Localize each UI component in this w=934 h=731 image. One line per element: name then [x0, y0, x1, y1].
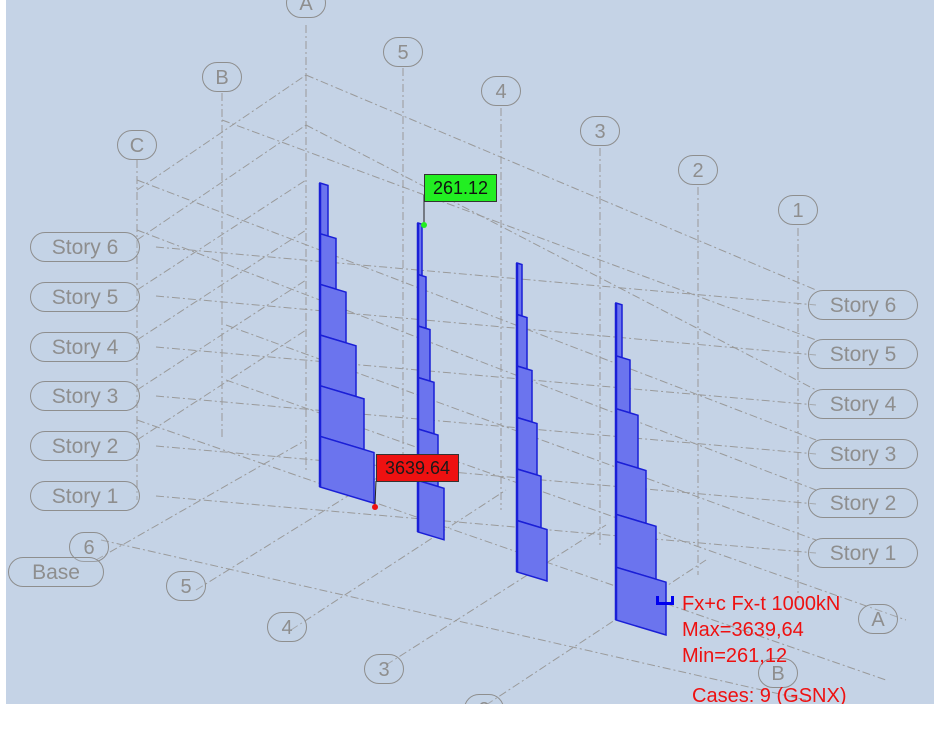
story-label-left-4[interactable]: Story 4 [30, 332, 140, 362]
legend-marker-icon [656, 596, 674, 605]
force-segment [516, 313, 528, 371]
force-segment [615, 354, 631, 414]
story-label-right-2[interactable]: Story 2 [808, 488, 918, 518]
grid-bubble-c-back[interactable]: C [117, 130, 157, 160]
force-bar-col-a[interactable] [318, 181, 375, 505]
legend-title: Fx+c Fx-t 1000kN [682, 593, 841, 615]
force-segment [516, 519, 548, 583]
story-label-left-3[interactable]: Story 3 [30, 381, 140, 411]
min-marker [421, 222, 427, 228]
force-segment [319, 283, 347, 344]
force-segment [319, 435, 375, 505]
legend-min: Min=261,12 [682, 645, 788, 667]
story-label-right-5[interactable]: Story 5 [808, 339, 918, 369]
grid-bubble-2-back[interactable]: 2 [678, 155, 718, 185]
story-label-left-2[interactable]: Story 2 [30, 431, 140, 461]
story-label-right-6[interactable]: Story 6 [808, 290, 918, 320]
structure-scene [95, 25, 907, 704]
force-diagram [318, 181, 667, 637]
min-value-tag: 261.12 [424, 174, 498, 202]
force-bar-col-b[interactable] [416, 221, 445, 541]
force-segment [516, 416, 538, 477]
force-segment [417, 376, 435, 435]
story-label-right-3[interactable]: Story 3 [808, 439, 918, 469]
legend-cases: Cases: 9 (GSNX) [692, 685, 847, 704]
max-leader-line [374, 480, 377, 506]
max-marker [372, 504, 378, 510]
force-segment [516, 467, 542, 529]
grid-bubble-3-front[interactable]: 3 [364, 654, 404, 684]
force-segment [417, 479, 445, 541]
legend-max: Max=3639,64 [682, 619, 804, 641]
story-label-left-base[interactable]: Base [8, 557, 104, 587]
3d-viewport[interactable]: A B C A B 5 4 3 2 1 6 5 4 3 2 Story 6 St… [6, 0, 934, 704]
story-label-right-1[interactable]: Story 1 [808, 538, 918, 568]
story-label-left-1[interactable]: Story 1 [30, 481, 140, 511]
grid-bubble-1-back[interactable]: 1 [778, 195, 818, 225]
max-value-tag: 3639.64 [376, 454, 460, 482]
grid-bubble-a-front[interactable]: A [858, 604, 898, 634]
grid-bubble-5-front[interactable]: 5 [166, 571, 206, 601]
grid-bubble-b-front[interactable]: B [758, 658, 798, 688]
grid-bubble-5-back[interactable]: 5 [383, 37, 423, 67]
story-label-right-4[interactable]: Story 4 [808, 389, 918, 419]
grid-bubble-4-back[interactable]: 4 [481, 76, 521, 106]
grid-bubble-3-back[interactable]: 3 [580, 116, 620, 146]
force-segment [516, 364, 533, 424]
force-bar-col-c[interactable] [515, 261, 548, 583]
force-segment [417, 324, 431, 383]
story-label-left-5[interactable]: Story 5 [30, 282, 140, 312]
force-bar-col-d[interactable] [614, 301, 667, 637]
force-segment [615, 460, 647, 525]
grid-lines [95, 25, 907, 704]
grid-bubble-a-back[interactable]: A [286, 0, 326, 18]
story-label-left-6[interactable]: Story 6 [30, 232, 140, 262]
force-segment [319, 232, 337, 291]
force-segment [615, 407, 639, 470]
grid-bubble-4-front[interactable]: 4 [267, 612, 307, 642]
grid-bubble-b-back[interactable]: B [202, 62, 242, 92]
